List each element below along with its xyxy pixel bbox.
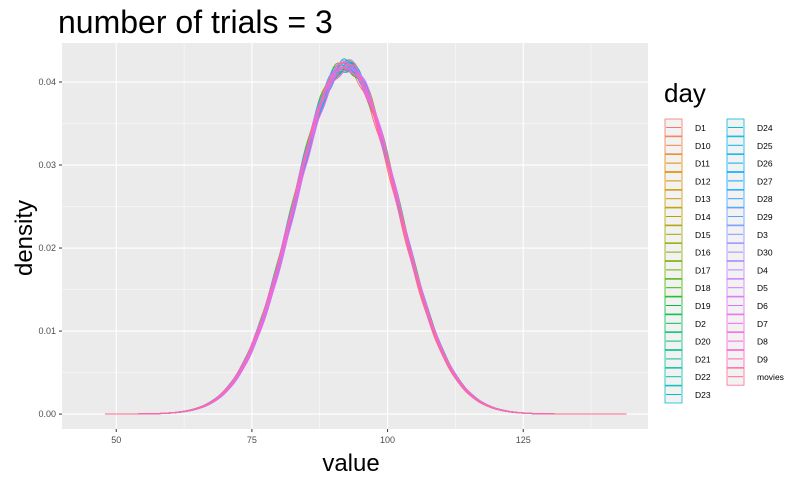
plot-background (62, 43, 648, 429)
legend-label: D17 (695, 265, 711, 275)
x-tick-label: 75 (247, 435, 257, 445)
legend-title: day (664, 78, 706, 108)
legend-label: D16 (695, 248, 711, 258)
legend-label: D25 (757, 141, 773, 151)
y-axis-label: density (11, 200, 38, 276)
legend-label: D7 (757, 319, 768, 329)
legend-label: D4 (757, 265, 768, 275)
chart-title: number of trials = 3 (58, 4, 333, 40)
legend-label: D14 (695, 212, 711, 222)
legend: D1 D10 D11 D12 D13 D14 D15 D16 D17 D18 D19 D2 D20 D21… (664, 118, 784, 404)
legend-label: D23 (695, 390, 711, 400)
legend-label: D13 (695, 194, 711, 204)
y-tick-label: 0.02 (38, 243, 56, 253)
legend-label: D11 (695, 159, 710, 169)
legend-label: D18 (695, 283, 711, 293)
series-lines (105, 58, 627, 415)
plot-panel (62, 43, 648, 429)
legend-label: D21 (695, 354, 711, 364)
axes: 50 75 100 125 0.00 0.01 0.02 0.03 0.04 (38, 77, 530, 445)
legend-label: D22 (695, 372, 711, 382)
legend-label: D28 (757, 194, 773, 204)
y-tick-label: 0.04 (38, 77, 56, 87)
legend-label: D9 (757, 354, 768, 364)
legend-label: D8 (757, 337, 768, 347)
legend-label: D27 (757, 176, 773, 186)
legend-label: D29 (757, 212, 773, 222)
legend-label: D3 (757, 230, 768, 240)
legend-label: D12 (695, 176, 711, 186)
x-tick-label: 125 (516, 435, 531, 445)
x-tick-label: 50 (111, 435, 121, 445)
legend-label: D15 (695, 230, 711, 240)
legend-label: D1 (695, 123, 706, 133)
x-axis-label: value (322, 450, 379, 477)
y-tick-label: 0.00 (38, 409, 56, 419)
legend-label: D2 (695, 319, 706, 329)
legend-label: D6 (757, 301, 768, 311)
legend-label: D26 (757, 159, 773, 169)
y-tick-label: 0.01 (38, 326, 56, 336)
legend-label: D20 (695, 337, 711, 347)
legend-label: D5 (757, 283, 768, 293)
legend-label: movies (757, 372, 784, 382)
series-line-movies (105, 62, 627, 415)
legend-label: D24 (757, 123, 773, 133)
legend-label: D30 (757, 248, 773, 258)
x-tick-label: 100 (380, 435, 395, 445)
legend-label: D10 (695, 141, 711, 151)
y-tick-label: 0.03 (38, 160, 56, 170)
legend-label: D19 (695, 301, 711, 311)
